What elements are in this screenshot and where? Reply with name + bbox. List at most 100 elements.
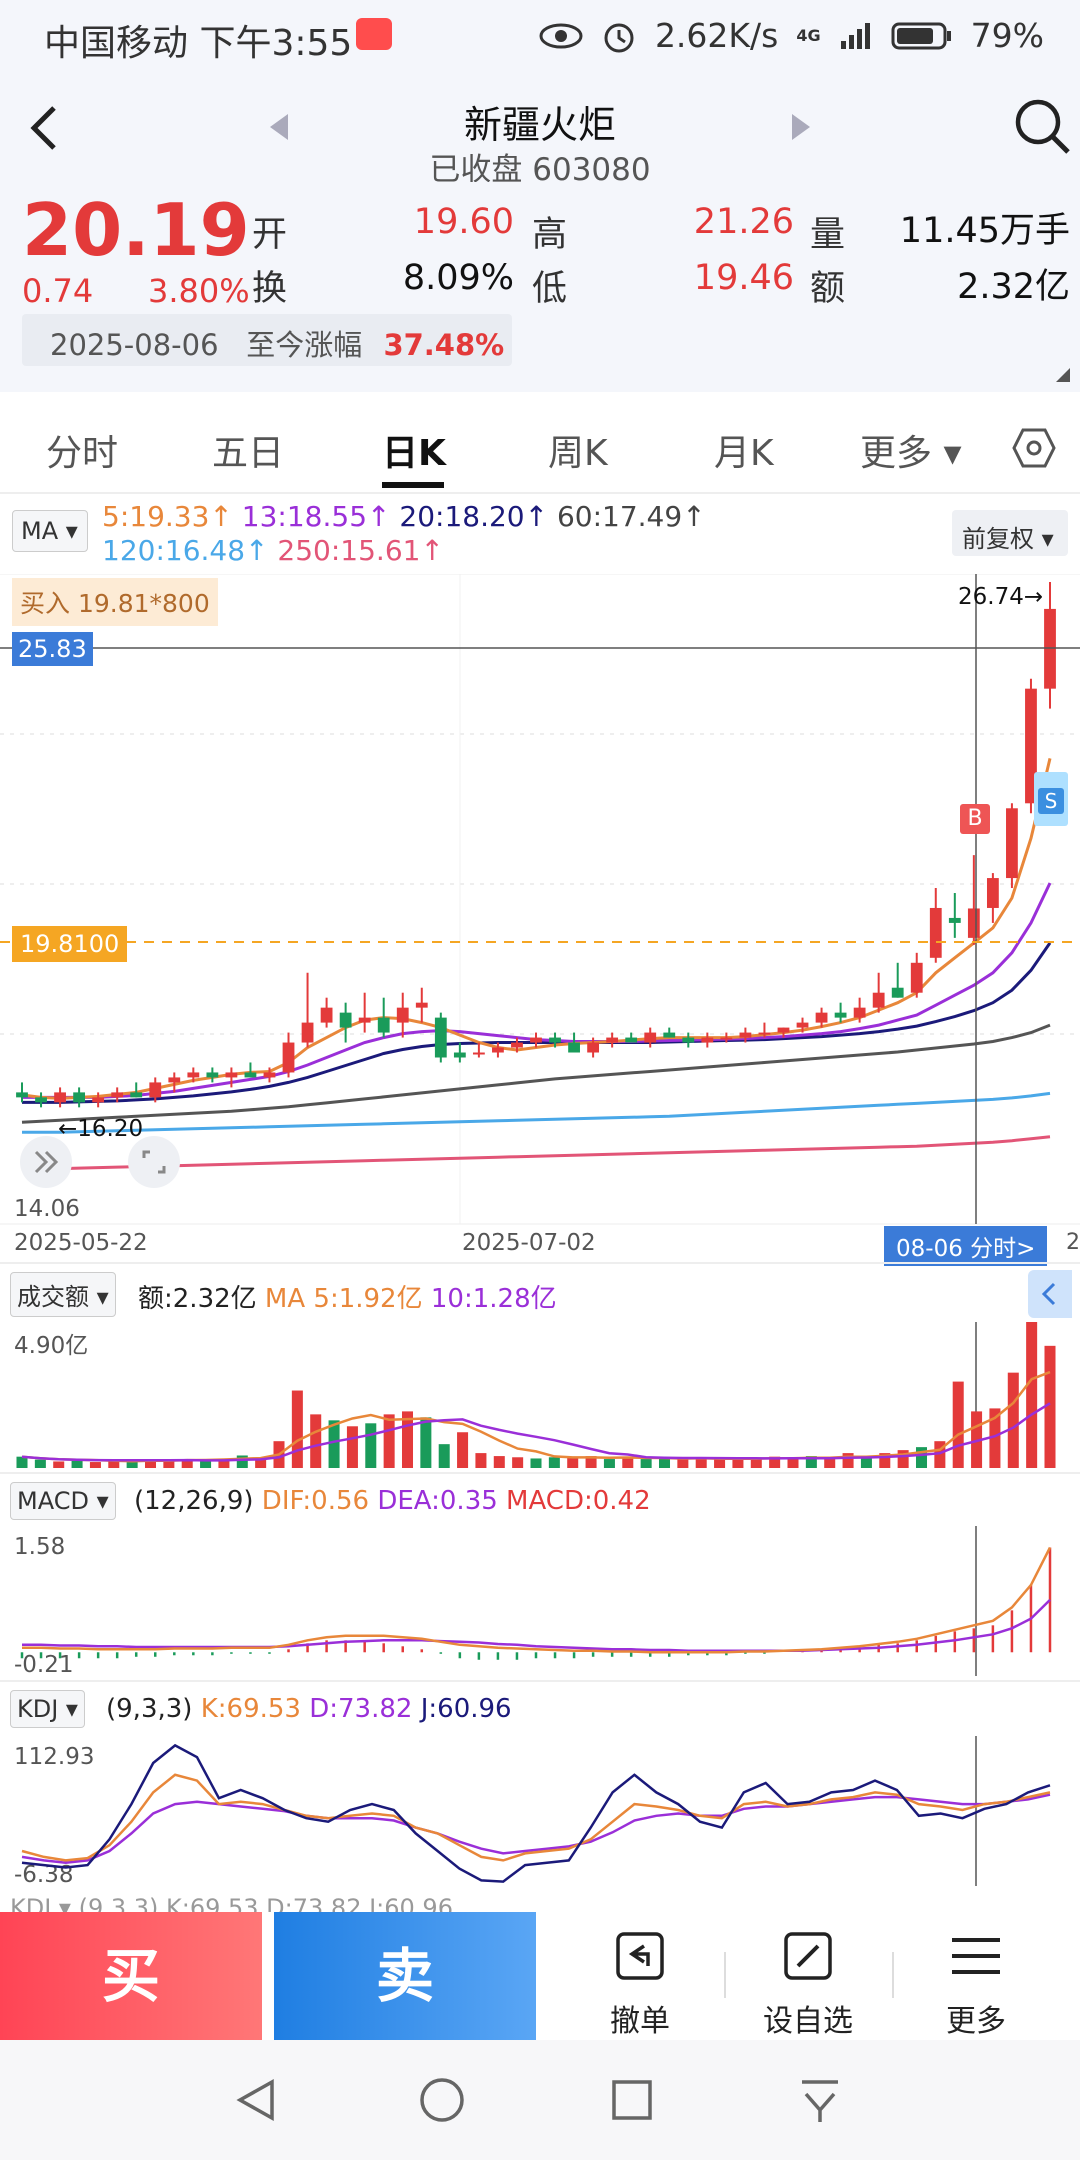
candle-body (530, 1037, 542, 1043)
candle-body (206, 1072, 219, 1078)
candle-body (834, 1012, 847, 1018)
volume-ma5: MA 5:1.92亿 (264, 1284, 423, 1314)
volume-ma10-line (21, 1402, 1051, 1462)
status-right: 2.62K/s 4G 79% (539, 16, 1044, 55)
settings-icon[interactable] (1012, 426, 1056, 470)
more-actions-label: 更多 (946, 2004, 1006, 2039)
next-stock-icon[interactable] (792, 114, 810, 140)
app-notification-icon (356, 18, 392, 50)
kdj-j: J:60.96 (420, 1694, 512, 1724)
volume-bar (769, 1456, 781, 1468)
search-icon[interactable] (1012, 96, 1072, 156)
volume-bar (89, 1462, 101, 1468)
cancel-order-icon (616, 1932, 664, 1980)
scroll-left-button[interactable] (20, 1136, 72, 1188)
ma120-line (22, 1091, 1051, 1134)
nav-notification-icon[interactable] (796, 2076, 844, 2124)
macd-chart (20, 1526, 1052, 1676)
candle-body (777, 1027, 790, 1033)
volume-label: 量 (810, 215, 846, 255)
price-change: 0.74 (22, 272, 94, 310)
candle-body (339, 1012, 352, 1028)
buy-button[interactable]: 买 (0, 1912, 262, 2040)
volume-bar (915, 1447, 928, 1468)
tab-five-day[interactable]: 五日 (212, 433, 285, 474)
volume-bar (622, 1457, 634, 1468)
candle-body (92, 1097, 105, 1103)
tab-intraday[interactable]: 分时 (46, 433, 119, 474)
cancel-order-button[interactable]: 撤单 (560, 1912, 720, 2040)
nav-back-icon[interactable] (232, 2076, 280, 2124)
amount-value: 2.32亿 (957, 267, 1070, 307)
candle-body (1025, 688, 1037, 804)
candle-body (149, 1082, 162, 1098)
volume-bar (1044, 1345, 1056, 1468)
edit-icon (784, 1932, 832, 1980)
macd-dif-line (22, 1546, 1052, 1654)
sell-marker[interactable]: S (1038, 788, 1064, 814)
volume-bar (401, 1411, 414, 1468)
volume-bar (585, 1456, 597, 1468)
volume-ma10: 10:1.28亿 (430, 1284, 557, 1314)
divider (0, 1472, 1080, 1474)
tab-daily-k[interactable]: 日K (382, 433, 446, 474)
turnover-label: 换 (252, 269, 288, 309)
volume-bar (695, 1457, 707, 1468)
indicator-select-kdj[interactable]: KDJ ▾ (10, 1690, 85, 1728)
prev-stock-icon[interactable] (270, 114, 288, 140)
collapse-panel-button[interactable] (1028, 1270, 1072, 1318)
volume-bar (291, 1390, 303, 1468)
network-speed: 2.62K/s (654, 16, 779, 55)
buy-marker[interactable]: B (960, 804, 990, 834)
nav-home-icon[interactable] (418, 2076, 466, 2124)
tab-more[interactable]: 更多 ▾ (860, 433, 962, 474)
indicator-select-macd[interactable]: MACD ▾ (10, 1482, 116, 1520)
volume-bar (750, 1458, 762, 1468)
y-min-label: 14.06 (14, 1196, 80, 1222)
volume-bar (438, 1444, 450, 1468)
indicator-select-volume[interactable]: 成交额 ▾ (10, 1272, 116, 1317)
kdj-d: D:73.82 (309, 1694, 413, 1724)
fullscreen-button[interactable] (128, 1136, 180, 1188)
stock-header: 新疆火炬 已收盘 603080 (0, 72, 1080, 188)
volume-bar (365, 1423, 377, 1468)
fullscreen-icon (142, 1150, 166, 1174)
more-actions-button[interactable]: 更多 (896, 1912, 1056, 2040)
nav-recents-icon[interactable] (608, 2076, 656, 2124)
macd-legend: (12,26,9) DIF:0.56 DEA:0.35 MACD:0.42 (134, 1486, 651, 1516)
candle-body (453, 1052, 466, 1058)
x-date-edge: 2 (1066, 1230, 1080, 1255)
tab-monthly-k[interactable]: 月K (714, 433, 774, 474)
volume-bar (346, 1426, 358, 1468)
tab-weekly-k[interactable]: 周K (548, 433, 608, 474)
volume-bar (236, 1455, 248, 1468)
candle-body (492, 1047, 504, 1053)
candle-body (625, 1037, 638, 1043)
since-gain-box[interactable]: 2025-08-06 至今涨幅 37.48% (22, 314, 512, 366)
candle-body (415, 1002, 428, 1008)
candle-body (796, 1022, 809, 1028)
add-watchlist-button[interactable]: 设自选 (728, 1912, 888, 2040)
candle-body (168, 1077, 181, 1083)
adjust-select[interactable]: 前复权 ▾ (952, 510, 1068, 556)
indicator-select-ma[interactable]: MA ▾ (12, 510, 88, 552)
crosshair-date-button[interactable]: 08-06 分时> (884, 1226, 1048, 1266)
ma-legend-row1: 5:19.33↑ 13:18.55↑ 20:18.20↑ 60:17.49↑ (102, 500, 706, 533)
kline-chart[interactable] (0, 574, 1080, 1264)
ma60-value: 60:17.49↑ (556, 500, 706, 533)
signal-icon (840, 22, 870, 49)
kdj-k-line (21, 1773, 1051, 1862)
amount-label: 额 (810, 269, 846, 309)
volume-bar (420, 1417, 432, 1468)
back-icon[interactable] (18, 100, 74, 156)
current-price: 20.19 (22, 188, 250, 272)
candle-body (986, 878, 999, 908)
volume-bar (383, 1414, 395, 1468)
expand-corner-icon[interactable] (1056, 368, 1070, 382)
sell-button[interactable]: 卖 (274, 1912, 536, 2040)
volume-value: 11.45万手 (899, 211, 1070, 251)
turnover-value: 8.09% (402, 258, 514, 298)
volume-bar (897, 1450, 909, 1468)
crosshair-price-label: 25.83 (12, 632, 93, 666)
volume-bar (952, 1381, 964, 1468)
